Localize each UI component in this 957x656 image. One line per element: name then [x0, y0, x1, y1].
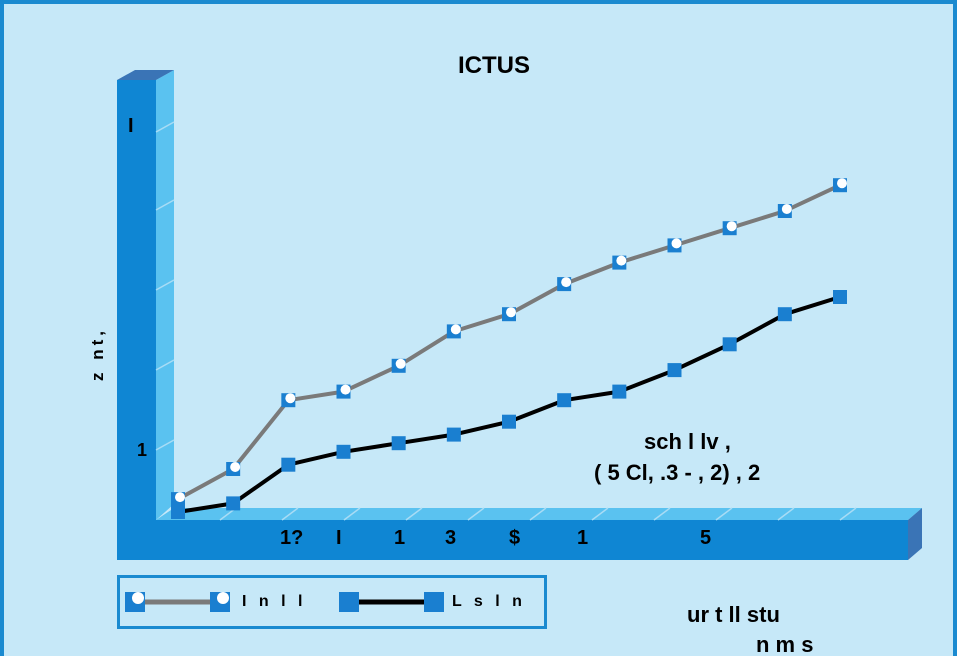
series-2-point: [557, 393, 572, 408]
legend-label-series-1: I n l l: [242, 593, 307, 610]
wall-tick: [155, 121, 175, 133]
series-1-point: [226, 462, 241, 476]
x-tick-label-5: $: [509, 527, 520, 549]
series-1-point: [391, 358, 406, 373]
x-axis-label-line-1: ur t ll stu: [687, 602, 780, 627]
legend-item-series-2: L s l n: [338, 578, 526, 626]
y-axis-label: z nt,: [68, 304, 128, 404]
series-2-point: [502, 414, 516, 429]
x-axis-label-line-2: n m s: [756, 632, 814, 656]
x-tick-label-3: 1: [394, 527, 405, 549]
legend: I n l l L s l n: [117, 575, 547, 629]
series-1-point: [336, 384, 351, 399]
wall-tick: [155, 439, 175, 451]
series-1-point: [833, 178, 847, 193]
floor-stripe: [467, 507, 485, 521]
series-2-point: [667, 363, 682, 378]
y-axis-label-text: z nt,: [88, 327, 107, 381]
legend-swatch-series-1: [125, 592, 230, 612]
wall-tick: [155, 199, 175, 211]
wall-tick: [155, 279, 175, 291]
series-1-point: [612, 255, 627, 270]
floor-stripe: [591, 507, 609, 521]
series-1-point: [502, 307, 516, 322]
x-floor-front: [117, 520, 908, 560]
legend-swatch-series-2: [339, 592, 444, 612]
series-2-point: [336, 444, 351, 459]
series-2-point: [612, 384, 627, 399]
series-1-point: [557, 277, 572, 292]
series-2-point: [226, 496, 241, 511]
floor-stripe: [777, 507, 795, 521]
annotation-line-2: ( 5 Cl, .3 - , 2) , 2: [594, 460, 761, 485]
floor-stripes: [219, 507, 857, 521]
chart-title: ICTUS: [458, 52, 530, 79]
floor-stripe: [343, 507, 361, 521]
y-tick-label-top: I: [128, 115, 134, 137]
chart-canvas: I 1 1? I 1 3 $ 1 5: [117, 70, 922, 560]
x-tick-label-4: 3: [445, 527, 456, 549]
series-2-point: [446, 427, 461, 442]
series-2-point: [281, 457, 296, 472]
x-tick-label-2: I: [336, 527, 342, 549]
series-1-point: [281, 393, 296, 408]
series-1-point: [446, 324, 461, 339]
series-2-point: [171, 505, 185, 519]
x-tick-label-7: 5: [700, 527, 711, 549]
series-layer: [171, 178, 847, 519]
wall-tick: [155, 359, 175, 371]
series-2-point: [833, 290, 847, 304]
y-tick-label-low: 1: [137, 440, 147, 460]
legend-item-series-1: I n l l: [124, 578, 306, 626]
x-tick-label-1: 1?: [280, 527, 303, 549]
annotation-line-1: sch l lv ,: [644, 429, 731, 454]
floor-stripe: [839, 507, 857, 521]
floor-stripe: [281, 507, 299, 521]
floor-stripe: [405, 507, 423, 521]
series-2-point: [391, 436, 406, 451]
y-wall-front: [117, 80, 156, 560]
series-1-point: [667, 238, 682, 253]
series-line-1: [177, 183, 841, 501]
series-1-point: [171, 492, 185, 507]
y-wall-side: [156, 70, 174, 520]
series-2-point: [722, 337, 737, 352]
x-floor-side: [908, 508, 922, 560]
y-wall-top: [117, 70, 174, 80]
legend-label-series-2: L s l n: [452, 593, 526, 610]
series-1-point: [777, 204, 792, 218]
series-1-point: [722, 221, 737, 236]
x-tick-label-6: 1: [577, 527, 588, 549]
wall-ticks: [155, 121, 175, 451]
series-2-point: [777, 307, 792, 322]
floor-stripe: [653, 507, 671, 521]
floor-stripe: [715, 507, 733, 521]
floor-stripe: [529, 507, 547, 521]
